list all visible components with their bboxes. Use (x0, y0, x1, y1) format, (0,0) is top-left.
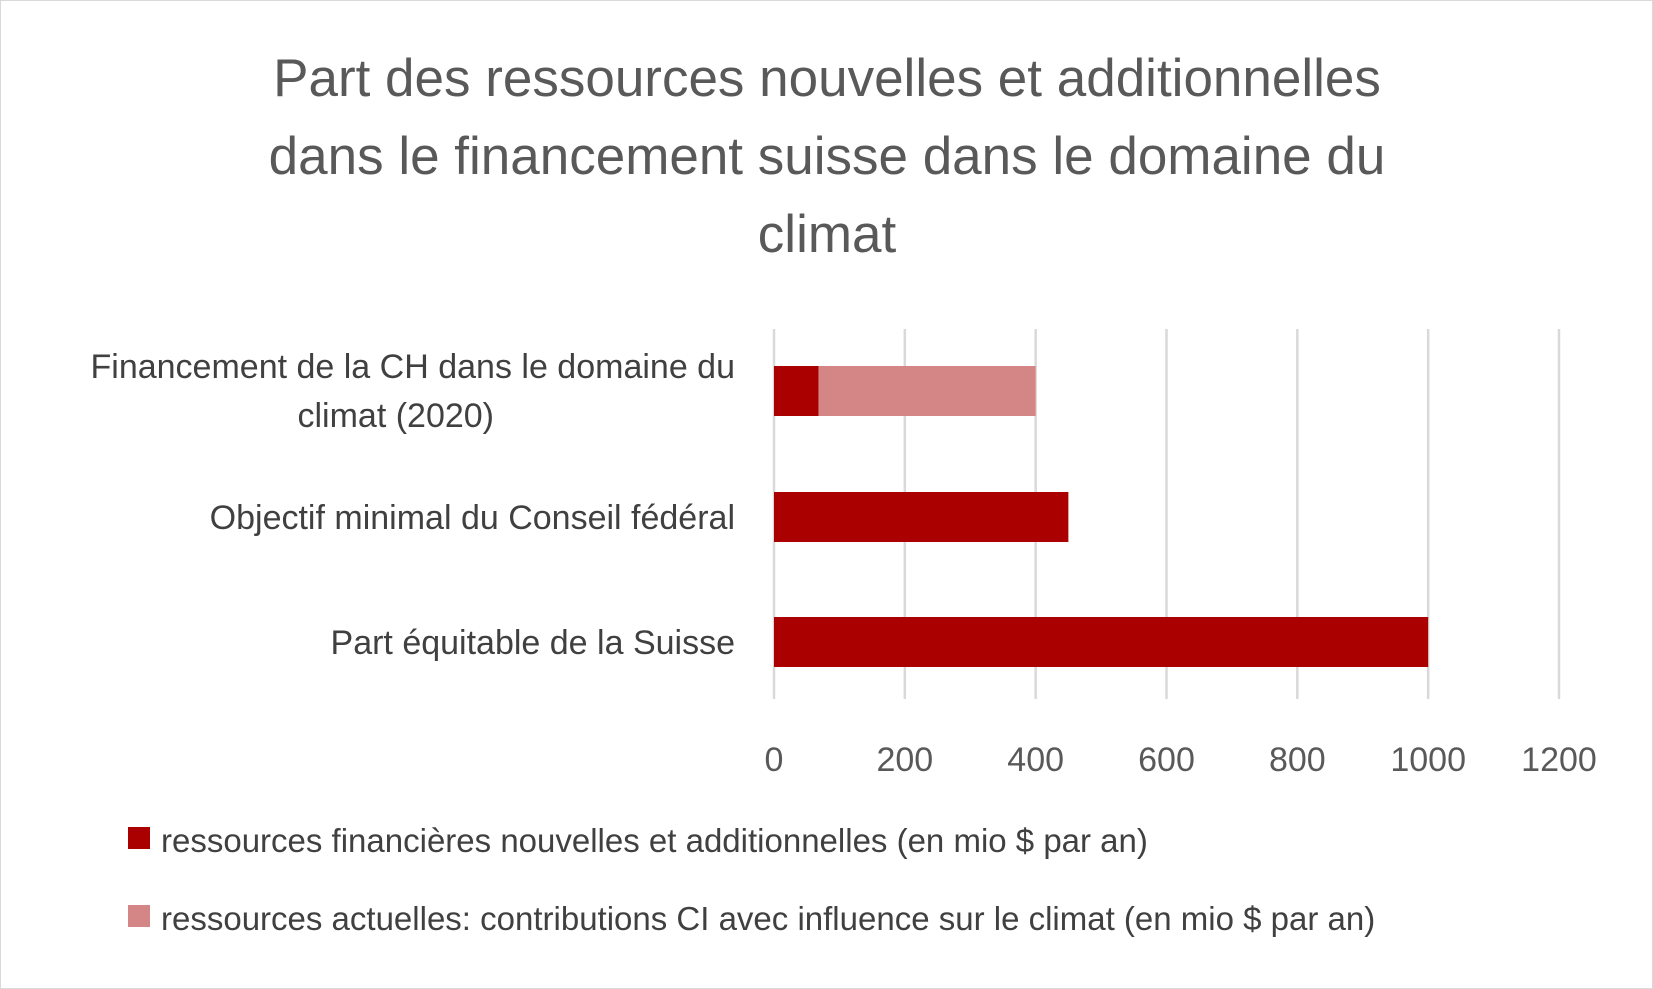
category-label-3-line-1: Part équitable de la Suisse (331, 624, 735, 662)
x-tick-400: 400 (1007, 741, 1064, 779)
legend-swatch-1 (128, 827, 150, 849)
category-label-2-line-1: Objectif minimal du Conseil fédéral (210, 499, 735, 537)
category-label-1-line-1: Financement de la CH dans le domaine du (91, 348, 736, 386)
legend-label-2: ressources actuelles: contributions CI a… (161, 900, 1375, 937)
title-line-1: Part des ressources nouvelles et additio… (273, 49, 1381, 108)
x-tick-labels: 0 200 400 600 800 1000 1200 (765, 741, 1597, 779)
x-tick-0: 0 (765, 741, 784, 779)
bar-1-series-1 (774, 366, 819, 416)
bars (774, 366, 1429, 667)
x-tick-600: 600 (1138, 741, 1195, 779)
x-tick-1200: 1200 (1521, 741, 1597, 779)
bar-2-series-1 (774, 492, 1069, 542)
x-tick-800: 800 (1269, 741, 1326, 779)
title-line-3: climat (758, 205, 897, 264)
legend: ressources financières nouvelles et addi… (128, 822, 1375, 937)
category-labels: Financement de la CH dans le domaine du c… (91, 348, 736, 662)
x-tick-200: 200 (876, 741, 933, 779)
x-tick-1000: 1000 (1390, 741, 1466, 779)
bar-3-series-1 (774, 617, 1429, 667)
category-label-1-line-2: climat (2020) (297, 397, 494, 435)
legend-label-1: ressources financières nouvelles et addi… (161, 822, 1148, 859)
title-line-2: dans le financement suisse dans le domai… (269, 127, 1386, 186)
chart-title: Part des ressources nouvelles et additio… (269, 49, 1386, 264)
legend-swatch-2 (128, 905, 150, 927)
bar-1-series-2 (818, 366, 1036, 416)
